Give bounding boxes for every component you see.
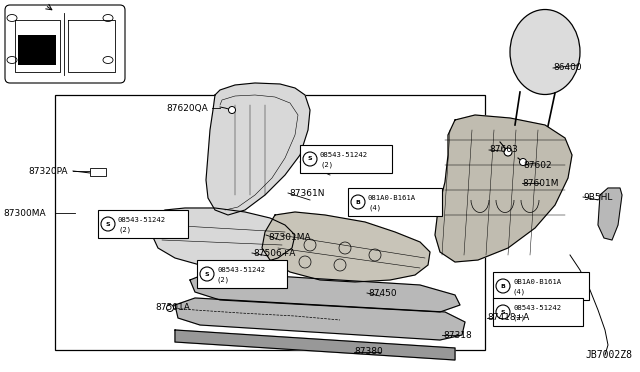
Text: S: S bbox=[106, 221, 110, 227]
Text: 08543-51242: 08543-51242 bbox=[513, 305, 561, 311]
Circle shape bbox=[303, 152, 317, 166]
Text: 87506+A: 87506+A bbox=[253, 248, 296, 257]
Bar bbox=[98, 210, 188, 238]
Circle shape bbox=[520, 158, 527, 166]
Text: 0B1A0-B161A: 0B1A0-B161A bbox=[513, 279, 561, 285]
Circle shape bbox=[101, 217, 115, 231]
Text: JB7002Z8: JB7002Z8 bbox=[585, 350, 632, 360]
Bar bbox=[493, 272, 589, 300]
Text: (2): (2) bbox=[217, 277, 230, 283]
Text: 081A0-B161A: 081A0-B161A bbox=[368, 195, 416, 201]
Text: 87361N: 87361N bbox=[289, 189, 324, 198]
Text: 87450: 87450 bbox=[368, 289, 397, 298]
Text: B: B bbox=[500, 283, 506, 289]
Bar bbox=[300, 145, 392, 173]
Polygon shape bbox=[175, 330, 455, 360]
Text: 87320PA: 87320PA bbox=[29, 167, 68, 176]
Circle shape bbox=[496, 279, 510, 293]
Text: 08543-51242: 08543-51242 bbox=[217, 267, 265, 273]
Bar bbox=[493, 298, 583, 326]
Text: S: S bbox=[205, 272, 209, 276]
Circle shape bbox=[228, 106, 236, 113]
Polygon shape bbox=[598, 188, 622, 240]
Text: 86400: 86400 bbox=[553, 64, 582, 73]
Text: S: S bbox=[500, 310, 506, 314]
Bar bbox=[55, 95, 485, 350]
Polygon shape bbox=[262, 212, 430, 282]
Polygon shape bbox=[206, 83, 310, 215]
Text: (4): (4) bbox=[513, 289, 526, 295]
Circle shape bbox=[166, 305, 173, 311]
Text: (4): (4) bbox=[368, 205, 381, 211]
FancyBboxPatch shape bbox=[5, 5, 125, 83]
Polygon shape bbox=[175, 298, 465, 340]
Text: (2): (2) bbox=[118, 227, 131, 233]
Text: 87418+A: 87418+A bbox=[487, 314, 529, 323]
Text: 87380: 87380 bbox=[354, 347, 383, 356]
Bar bbox=[90, 168, 106, 176]
Text: S: S bbox=[308, 157, 312, 161]
Text: (2): (2) bbox=[320, 162, 333, 169]
Circle shape bbox=[504, 148, 512, 156]
Text: 87601M: 87601M bbox=[522, 179, 559, 187]
Circle shape bbox=[496, 305, 510, 319]
Bar bbox=[18, 35, 56, 65]
Text: 87318: 87318 bbox=[443, 330, 472, 340]
Text: 87501A: 87501A bbox=[155, 304, 190, 312]
Polygon shape bbox=[435, 115, 572, 262]
Text: 87602: 87602 bbox=[523, 160, 552, 170]
Text: B: B bbox=[356, 199, 360, 205]
Circle shape bbox=[351, 195, 365, 209]
Text: 87620QA: 87620QA bbox=[166, 103, 208, 112]
Text: 87300MA: 87300MA bbox=[3, 208, 45, 218]
Ellipse shape bbox=[510, 10, 580, 94]
Text: 08543-51242: 08543-51242 bbox=[118, 217, 166, 223]
Text: 08543-51242: 08543-51242 bbox=[320, 152, 368, 158]
Polygon shape bbox=[152, 208, 295, 268]
Text: 87301MA: 87301MA bbox=[268, 232, 310, 241]
Text: 87603: 87603 bbox=[489, 145, 518, 154]
Bar bbox=[348, 188, 442, 216]
Polygon shape bbox=[190, 272, 460, 312]
Circle shape bbox=[200, 267, 214, 281]
Bar bbox=[197, 260, 287, 288]
Text: 9B5HL: 9B5HL bbox=[583, 192, 612, 202]
Text: (2): (2) bbox=[513, 315, 526, 321]
